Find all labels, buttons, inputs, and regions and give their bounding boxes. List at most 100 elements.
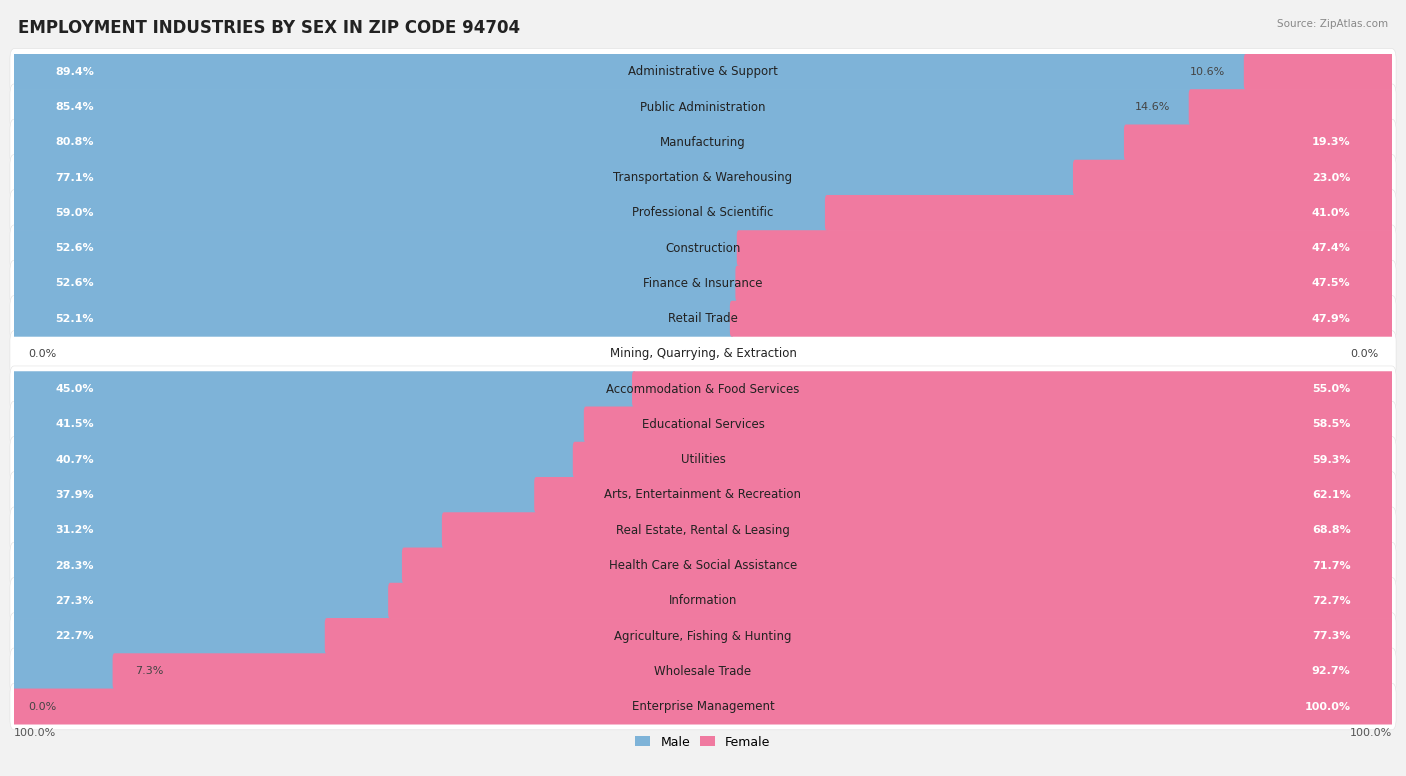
FancyBboxPatch shape <box>534 477 1393 513</box>
Text: Construction: Construction <box>665 241 741 255</box>
FancyBboxPatch shape <box>13 548 406 584</box>
Text: 71.7%: 71.7% <box>1312 560 1351 570</box>
Text: 0.0%: 0.0% <box>1350 349 1378 359</box>
Text: 41.0%: 41.0% <box>1312 208 1351 218</box>
FancyBboxPatch shape <box>112 653 1393 689</box>
Text: 27.3%: 27.3% <box>55 596 94 606</box>
FancyBboxPatch shape <box>10 296 1396 342</box>
FancyBboxPatch shape <box>13 442 576 478</box>
Text: 37.9%: 37.9% <box>55 490 94 500</box>
FancyBboxPatch shape <box>13 195 830 231</box>
FancyBboxPatch shape <box>13 583 392 618</box>
Text: 100.0%: 100.0% <box>1305 702 1351 712</box>
FancyBboxPatch shape <box>10 577 1396 624</box>
FancyBboxPatch shape <box>10 648 1396 695</box>
FancyBboxPatch shape <box>13 477 538 513</box>
Text: Agriculture, Fishing & Hunting: Agriculture, Fishing & Hunting <box>614 629 792 643</box>
FancyBboxPatch shape <box>10 225 1396 272</box>
FancyBboxPatch shape <box>441 512 1393 548</box>
FancyBboxPatch shape <box>13 371 636 407</box>
FancyBboxPatch shape <box>10 401 1396 448</box>
Text: 89.4%: 89.4% <box>55 67 94 77</box>
Text: 80.8%: 80.8% <box>55 137 94 147</box>
Text: Arts, Entertainment & Recreation: Arts, Entertainment & Recreation <box>605 489 801 501</box>
FancyBboxPatch shape <box>1244 54 1393 90</box>
Text: 77.1%: 77.1% <box>55 173 94 182</box>
Text: Utilities: Utilities <box>681 453 725 466</box>
Text: 7.3%: 7.3% <box>135 667 163 676</box>
FancyBboxPatch shape <box>325 618 1393 654</box>
Text: 85.4%: 85.4% <box>55 102 94 113</box>
Text: Accommodation & Food Services: Accommodation & Food Services <box>606 383 800 396</box>
Text: Enterprise Management: Enterprise Management <box>631 700 775 713</box>
Text: 52.1%: 52.1% <box>55 314 94 324</box>
FancyBboxPatch shape <box>10 507 1396 553</box>
Text: 59.3%: 59.3% <box>1312 455 1351 465</box>
Text: 45.0%: 45.0% <box>55 384 94 394</box>
Text: Manufacturing: Manufacturing <box>661 136 745 149</box>
Text: 59.0%: 59.0% <box>55 208 94 218</box>
Text: Wholesale Trade: Wholesale Trade <box>654 665 752 677</box>
Text: Mining, Quarrying, & Extraction: Mining, Quarrying, & Extraction <box>610 348 796 361</box>
Text: 0.0%: 0.0% <box>28 349 56 359</box>
Text: 100.0%: 100.0% <box>14 729 56 739</box>
Text: 47.5%: 47.5% <box>1312 279 1351 289</box>
Text: Transportation & Warehousing: Transportation & Warehousing <box>613 171 793 184</box>
FancyBboxPatch shape <box>10 49 1396 95</box>
Text: Information: Information <box>669 594 737 608</box>
Text: 47.9%: 47.9% <box>1312 314 1351 324</box>
FancyBboxPatch shape <box>1188 89 1393 125</box>
Text: Administrative & Support: Administrative & Support <box>628 65 778 78</box>
Text: 41.5%: 41.5% <box>55 420 94 429</box>
Text: Public Administration: Public Administration <box>640 101 766 114</box>
Text: 55.0%: 55.0% <box>1312 384 1351 394</box>
FancyBboxPatch shape <box>13 124 1129 161</box>
Text: 40.7%: 40.7% <box>55 455 94 465</box>
FancyBboxPatch shape <box>572 442 1393 478</box>
FancyBboxPatch shape <box>13 407 588 442</box>
Text: 31.2%: 31.2% <box>55 525 94 535</box>
FancyBboxPatch shape <box>633 371 1393 407</box>
FancyBboxPatch shape <box>402 548 1393 584</box>
Text: 47.4%: 47.4% <box>1312 243 1351 253</box>
Text: 19.3%: 19.3% <box>1312 137 1351 147</box>
FancyBboxPatch shape <box>10 331 1396 377</box>
Text: 68.8%: 68.8% <box>1312 525 1351 535</box>
FancyBboxPatch shape <box>10 436 1396 483</box>
FancyBboxPatch shape <box>825 195 1393 231</box>
FancyBboxPatch shape <box>13 265 741 301</box>
FancyBboxPatch shape <box>13 54 1249 90</box>
FancyBboxPatch shape <box>13 512 446 548</box>
Text: Finance & Insurance: Finance & Insurance <box>644 277 762 290</box>
Text: EMPLOYMENT INDUSTRIES BY SEX IN ZIP CODE 94704: EMPLOYMENT INDUSTRIES BY SEX IN ZIP CODE… <box>18 19 520 37</box>
Text: 58.5%: 58.5% <box>1312 420 1351 429</box>
FancyBboxPatch shape <box>735 265 1393 301</box>
Text: 22.7%: 22.7% <box>55 631 94 641</box>
Text: 23.0%: 23.0% <box>1312 173 1351 182</box>
FancyBboxPatch shape <box>10 542 1396 589</box>
FancyBboxPatch shape <box>1123 124 1393 161</box>
FancyBboxPatch shape <box>10 120 1396 166</box>
FancyBboxPatch shape <box>10 366 1396 413</box>
Text: Retail Trade: Retail Trade <box>668 312 738 325</box>
FancyBboxPatch shape <box>10 154 1396 201</box>
FancyBboxPatch shape <box>13 301 734 337</box>
FancyBboxPatch shape <box>737 230 1393 266</box>
FancyBboxPatch shape <box>730 301 1393 337</box>
FancyBboxPatch shape <box>13 160 1078 196</box>
Text: Health Care & Social Assistance: Health Care & Social Assistance <box>609 559 797 572</box>
FancyBboxPatch shape <box>13 653 117 689</box>
Text: Professional & Scientific: Professional & Scientific <box>633 206 773 220</box>
Text: 28.3%: 28.3% <box>55 560 94 570</box>
FancyBboxPatch shape <box>10 472 1396 518</box>
Text: Educational Services: Educational Services <box>641 418 765 431</box>
FancyBboxPatch shape <box>10 84 1396 130</box>
FancyBboxPatch shape <box>10 260 1396 307</box>
Text: 77.3%: 77.3% <box>1312 631 1351 641</box>
Text: 72.7%: 72.7% <box>1312 596 1351 606</box>
FancyBboxPatch shape <box>10 683 1396 729</box>
FancyBboxPatch shape <box>13 230 741 266</box>
FancyBboxPatch shape <box>388 583 1393 618</box>
FancyBboxPatch shape <box>1073 160 1393 196</box>
Text: 52.6%: 52.6% <box>55 279 94 289</box>
